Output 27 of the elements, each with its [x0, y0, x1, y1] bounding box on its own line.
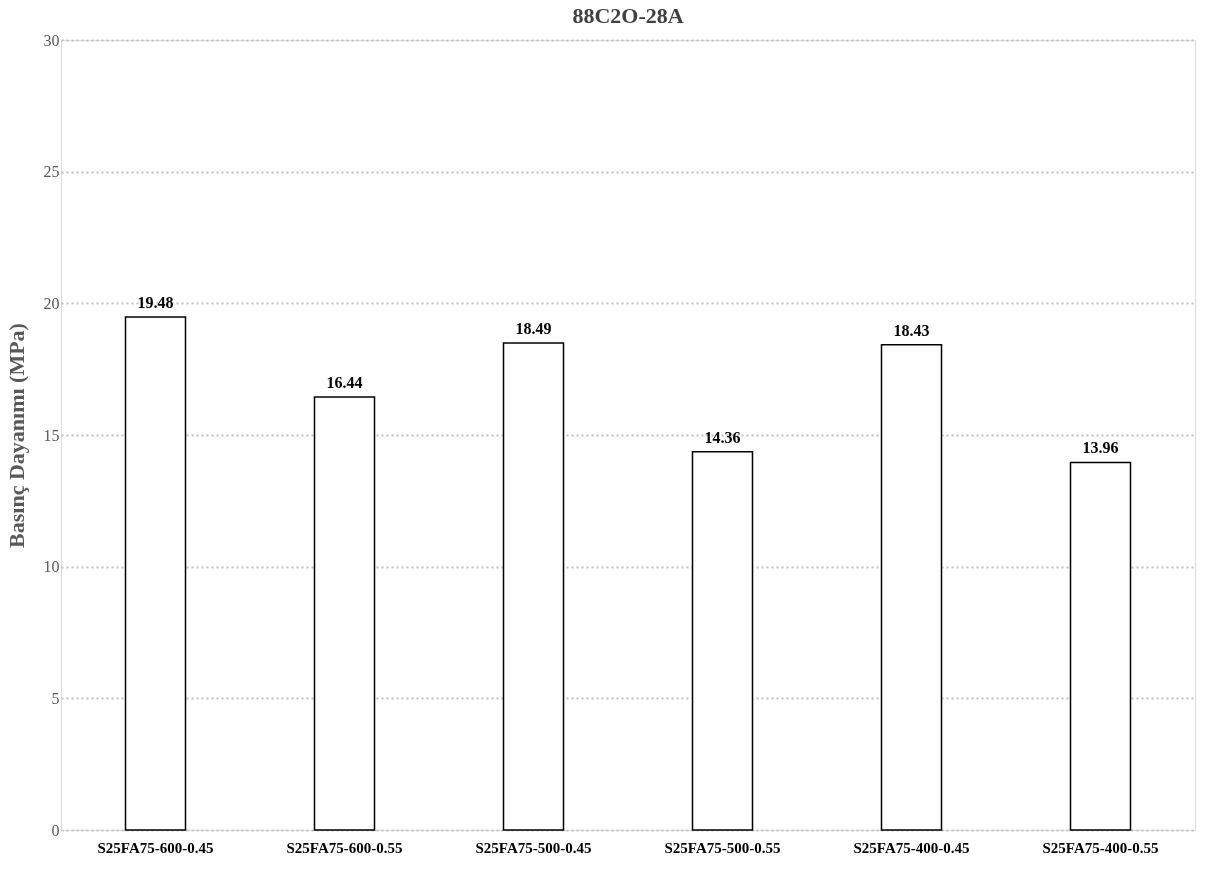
- x-tick-label: S25FA75-600-0.45: [97, 839, 214, 856]
- y-tick-label: 0: [51, 821, 60, 839]
- x-tick-label: S25FA75-400-0.45: [853, 839, 970, 856]
- y-tick-label: 30: [43, 31, 60, 49]
- x-tick-label: S25FA75-600-0.55: [286, 839, 403, 856]
- data-label: 18.49: [515, 320, 552, 338]
- bar: [124, 316, 187, 831]
- data-label: 19.48: [137, 294, 174, 312]
- data-label: 18.43: [893, 321, 930, 339]
- bar: [691, 451, 754, 831]
- y-tick-label: 20: [43, 294, 60, 312]
- y-tick-label: 5: [51, 689, 60, 707]
- bar: [880, 343, 943, 831]
- x-tick-label: S25FA75-500-0.55: [664, 839, 781, 856]
- chart-title: 88C2O-28A: [572, 3, 684, 28]
- x-tick-label: S25FA75-400-0.55: [1042, 839, 1159, 856]
- y-axis-title: Basınç Dayanımı (MPa): [3, 323, 29, 548]
- data-label: 13.96: [1082, 439, 1119, 457]
- y-tick-label: 10: [43, 558, 60, 576]
- bar: [313, 396, 376, 831]
- data-label: 16.44: [326, 374, 363, 392]
- bar: [502, 342, 565, 831]
- x-tick-label: S25FA75-500-0.45: [475, 839, 592, 856]
- y-tick-label: 25: [43, 163, 60, 181]
- y-tick-label: 15: [43, 426, 60, 444]
- data-label: 14.36: [704, 428, 741, 446]
- bar: [1069, 461, 1132, 831]
